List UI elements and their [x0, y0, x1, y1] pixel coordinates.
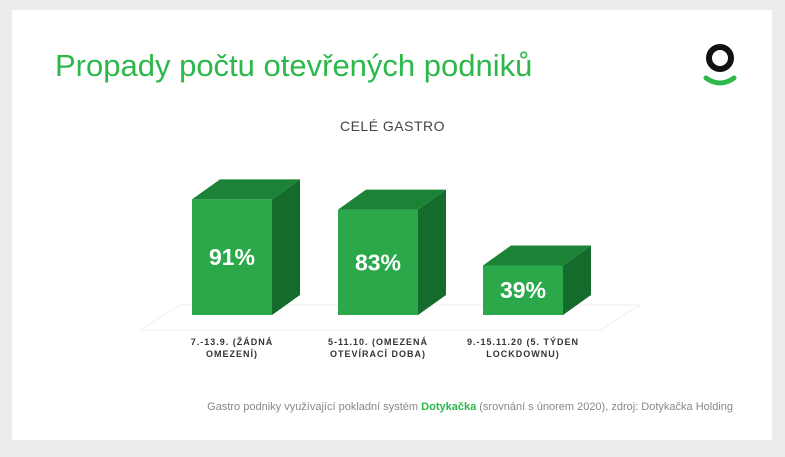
bar-side: [272, 179, 300, 315]
bar-side: [563, 245, 591, 315]
bar-side: [418, 189, 446, 315]
logo: [703, 44, 737, 86]
brand: Dotykačka: [421, 401, 477, 413]
footnote-text: (srovnání s únorem 2020), zdroj: Dotykač…: [479, 401, 733, 413]
bar: [192, 199, 272, 315]
x-tick-label: 7.-13.9. (ŽÁDNÁ OMEZENÍ): [190, 337, 274, 359]
footnote-text: Gastro podniky využívající pokladní syst…: [207, 401, 419, 413]
x-tick-label: 9.-15.11.20 (5. TÝDEN LOCKDOWNU): [466, 337, 580, 359]
value-label: 91%: [209, 244, 255, 270]
value-label: 83%: [355, 249, 401, 275]
value-label: 39%: [500, 277, 546, 303]
x-tick-label: 5-11.10. (OMEZENÁ OTEVÍRACÍ DOBA): [327, 337, 429, 359]
chart-title: Propady počtu otevřených podniků: [55, 48, 533, 83]
bar: [338, 209, 418, 315]
bar-top: [338, 189, 446, 210]
bar-top: [192, 179, 300, 200]
floor: [138, 304, 642, 331]
footnote: Gastro podniky využívající pokladní syst…: [207, 401, 733, 413]
bar: [483, 265, 563, 315]
bar-top: [483, 245, 591, 266]
chart-subtitle: CELÉ GASTRO: [339, 118, 446, 134]
